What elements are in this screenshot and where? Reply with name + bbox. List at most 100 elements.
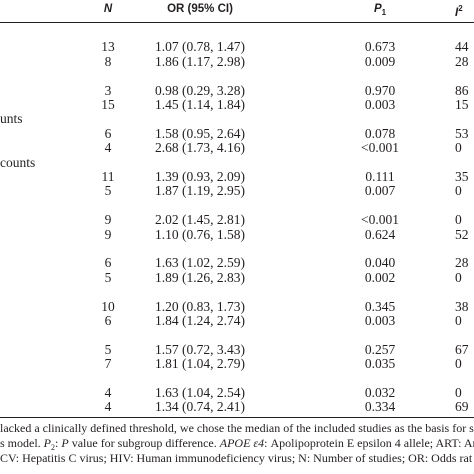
cell-text: 1.57 (0.72, 3.43) [155, 341, 245, 357]
cell-text: 0 [455, 385, 462, 400]
table-cell: 6 [48, 256, 168, 270]
table-cell: 67 [455, 342, 469, 357]
footnote-text: lacked a clinically defined threshold, w… [0, 421, 474, 435]
cell-text: 0.009 [364, 53, 396, 69]
cell-text: 0 [455, 313, 462, 328]
table-cell: 1.07 (0.78, 1.47) [140, 40, 260, 54]
cell-text: 0.040 [364, 255, 396, 271]
cell-text: 0.98 (0.29, 3.28) [155, 82, 245, 98]
cell-text: 52 [455, 226, 469, 242]
table-cell: 0.002 [320, 269, 440, 285]
group-label-text: unts [0, 111, 23, 127]
table-cell: 7 [48, 357, 168, 371]
cell-text: 53 [455, 125, 469, 141]
table-cell: 1.86 (1.17, 2.98) [140, 53, 260, 69]
footnote-text: s model. [0, 436, 44, 450]
table-cell: 0.035 [320, 357, 440, 371]
table-cell: 0.334 [320, 400, 440, 414]
cell-text: 0.002 [364, 269, 396, 285]
table-cell: 0.003 [320, 314, 440, 328]
table-cell: 0 [455, 386, 462, 400]
header-subscript: 1 [381, 8, 387, 17]
table-cell: 1.58 (0.95, 2.64) [140, 126, 260, 141]
table-cell: 9 [48, 213, 168, 227]
table-cell: 52 [455, 226, 469, 242]
table-cell: 38 [455, 298, 469, 314]
cell-text: 2.68 (1.73, 4.16) [155, 140, 245, 156]
cell-text: 9 [104, 212, 112, 228]
cell-text: 0 [455, 269, 462, 285]
cell-text: 0.007 [364, 183, 396, 199]
cell-text: 1.20 (0.83, 1.73) [155, 298, 245, 314]
cell-text: 6 [104, 255, 112, 271]
group-label-text: counts [0, 154, 36, 170]
cell-text: 1.39 (0.93, 2.09) [155, 169, 245, 184]
table-cell: 0.009 [320, 53, 440, 69]
footnote-text: CV: Hepatitis C virus; HIV: Human immuno… [0, 451, 473, 465]
table-cell: 15 [48, 98, 168, 112]
table-cell: 0 [455, 184, 462, 198]
table-cell: 5 [48, 342, 168, 357]
cell-text: 1.10 (0.76, 1.58) [155, 226, 245, 242]
table-cell: 6 [48, 125, 168, 141]
cell-text: 0.003 [364, 313, 396, 328]
table-cell: 1.89 (1.26, 2.83) [140, 270, 260, 285]
cell-text: 0.003 [364, 97, 396, 112]
cell-text: 0 [455, 140, 462, 156]
header-rule [0, 22, 474, 23]
cell-text: 0 [455, 212, 462, 228]
table-cell: 0 [455, 213, 462, 227]
table-cell: 0 [455, 357, 462, 371]
cell-text: 3 [104, 82, 112, 98]
cell-text: 0.257 [364, 341, 396, 357]
table-cell: 10 [48, 299, 168, 314]
cell-text: 4 [104, 399, 112, 415]
table-cell: 35 [455, 170, 469, 184]
table-cell: <0.001 [320, 141, 440, 155]
cell-text: 9 [104, 226, 112, 242]
cell-text: 28 [455, 53, 469, 69]
cell-text: 38 [455, 298, 469, 314]
cell-text: 5 [104, 183, 112, 199]
table-cell: 4 [48, 141, 168, 155]
table-cell: 1.87 (1.19, 2.95) [140, 184, 260, 198]
cell-text: 6 [104, 125, 112, 141]
table-cell: 1.84 (1.24, 2.74) [140, 314, 260, 328]
table-cell: 1.63 (1.04, 2.54) [140, 386, 260, 400]
header-text: I [455, 7, 459, 19]
table-cell: 0.040 [320, 256, 440, 270]
table-cell: 1.39 (0.93, 2.09) [140, 170, 260, 184]
cell-text: 1.63 (1.04, 2.54) [155, 385, 245, 400]
footnote-text: 2 [51, 443, 56, 452]
footnote-text: APOE ε4 [219, 436, 265, 450]
footnote-line: lacked a clinically defined threshold, w… [0, 421, 474, 435]
column-header: N [48, 2, 168, 16]
table-cell: 1.63 (1.02, 2.59) [140, 256, 260, 270]
table-cell: 1.45 (1.14, 1.84) [140, 98, 260, 112]
cell-text: 0.673 [364, 39, 396, 55]
cell-text: 1.07 (0.78, 1.47) [155, 39, 245, 55]
table-cell: 0.003 [320, 98, 440, 112]
cell-text: 0 [455, 183, 462, 199]
cell-text: 8 [104, 53, 112, 69]
table-cell: 1.57 (0.72, 3.43) [140, 341, 260, 357]
table-cell: 44 [455, 40, 469, 54]
footnote-text: : Apolipoprotein E epsilon 4 allele; ART… [264, 436, 474, 450]
table-cell: 0.007 [320, 184, 440, 198]
table-cell: 1.34 (0.74, 2.41) [140, 400, 260, 414]
header-text: N [103, 3, 113, 15]
bottom-rule [0, 417, 474, 418]
table-cell: 6 [48, 314, 168, 328]
cell-text: 0.111 [365, 169, 395, 184]
cell-text: 1.87 (1.19, 2.95) [155, 183, 245, 199]
table-cell: 69 [455, 400, 469, 414]
table-cell: 15 [455, 98, 469, 112]
cell-text: 1.86 (1.17, 2.98) [155, 53, 245, 69]
table-cell: 0 [455, 141, 462, 155]
table-cell: 0.624 [320, 227, 440, 242]
cell-text: 0.032 [364, 385, 396, 400]
footnote-text: P [43, 436, 52, 450]
cell-text: <0.001 [361, 212, 399, 228]
table-cell: 9 [48, 226, 168, 242]
table-cell: 28 [455, 53, 469, 69]
